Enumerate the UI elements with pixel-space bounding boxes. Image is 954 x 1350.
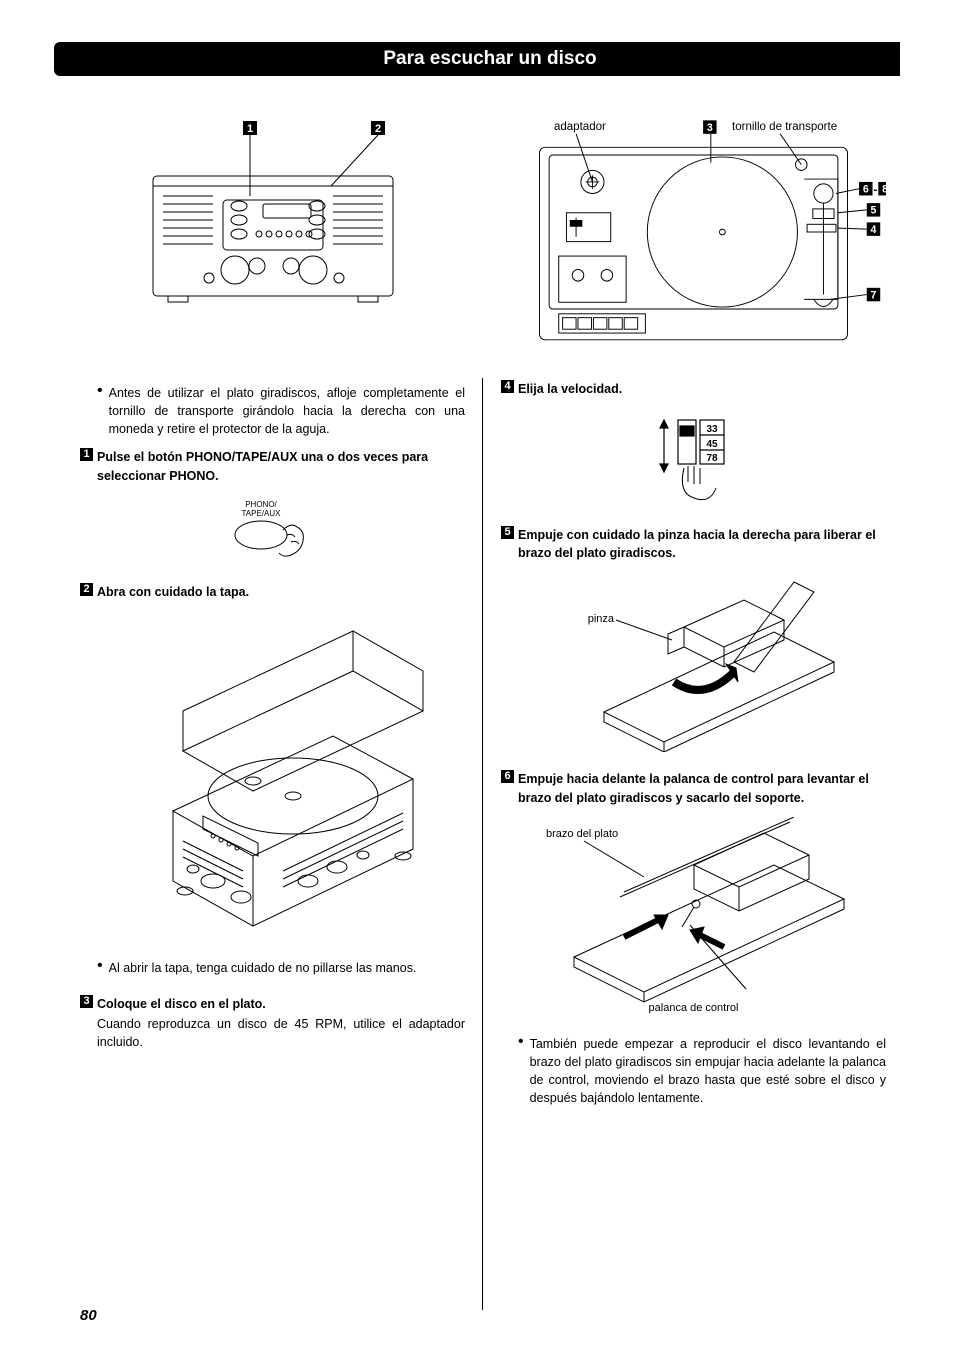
svg-text:8: 8 <box>882 184 886 196</box>
figure-phono-button: PHONO/ TAPE/AUX <box>80 495 465 565</box>
svg-text:6: 6 <box>863 184 869 196</box>
svg-text:4: 4 <box>871 224 877 236</box>
svg-text:pinza: pinza <box>587 613 614 625</box>
figure-open-lid <box>80 611 465 941</box>
svg-text:2: 2 <box>374 123 380 135</box>
figure-clip: pinza <box>501 572 886 752</box>
svg-text:7: 7 <box>871 289 877 301</box>
svg-text:78: 78 <box>706 453 718 464</box>
svg-text:PHONO/: PHONO/ <box>245 500 277 509</box>
left-column: 1 2 <box>80 96 483 1290</box>
svg-text:33: 33 <box>706 424 718 435</box>
intro-bullet: •Antes de utilizar el plato giradiscos, … <box>80 384 465 438</box>
page-banner: Para escuchar un disco <box>80 42 900 76</box>
figure-front-unit: 1 2 <box>80 106 465 336</box>
step-4: 4 Elija la velocidad. <box>501 380 886 398</box>
step-2: 2 Abra con cuidado la tapa. <box>80 583 465 601</box>
svg-text:-: - <box>873 185 877 197</box>
svg-text:TAPE/AUX: TAPE/AUX <box>241 509 281 518</box>
step-3: 3 Coloque el disco en el plato. Cuando r… <box>80 995 465 1051</box>
svg-text:adaptador: adaptador <box>554 121 606 133</box>
svg-text:3: 3 <box>707 122 713 134</box>
bullet-hands: •Al abrir la tapa, tenga cuidado de no p… <box>80 959 465 977</box>
figure-top-view: adaptador tornillo de transporte 3 <box>501 102 886 362</box>
svg-text:5: 5 <box>871 205 877 217</box>
svg-text:tornillo de transporte: tornillo de transporte <box>732 121 837 133</box>
label-lever: palanca de control <box>649 1001 739 1017</box>
step-1: 1 Pulse el botón PHONO/TAPE/AUX una o do… <box>80 448 465 484</box>
bullet-alt-play: •También puede empezar a reproducir el d… <box>501 1035 886 1108</box>
svg-text:brazo del plato: brazo del plato <box>546 828 618 840</box>
svg-text:1: 1 <box>246 123 252 135</box>
svg-text:45: 45 <box>706 439 718 450</box>
step-5: 5 Empuje con cuidado la pinza hacia la d… <box>501 526 886 562</box>
page-number: 80 <box>80 1307 97 1324</box>
figure-speed: 33 45 78 <box>501 408 886 508</box>
right-column: adaptador tornillo de transporte 3 <box>483 96 886 1290</box>
step-6: 6 Empuje hacia delante la palanca de con… <box>501 770 886 806</box>
figure-arm-lever: brazo del plato <box>501 817 886 1017</box>
